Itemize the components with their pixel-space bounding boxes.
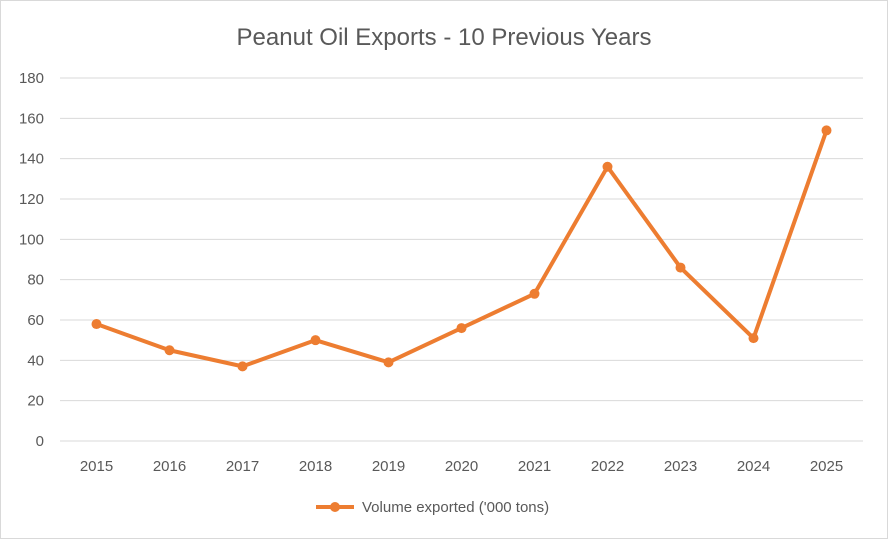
y-tick-label: 0	[36, 433, 44, 450]
chart-title: Peanut Oil Exports - 10 Previous Years	[237, 24, 652, 51]
x-tick-label: 2022	[591, 458, 624, 475]
y-tick-label: 180	[19, 70, 44, 87]
data-point	[821, 125, 832, 136]
series-layer	[91, 125, 832, 372]
legend-label: Volume exported ('000 tons)	[362, 499, 549, 516]
legend: Volume exported ('000 tons)	[316, 499, 549, 516]
y-tick-label: 100	[19, 231, 44, 248]
x-tick-label: 2019	[372, 458, 405, 475]
x-tick-label: 2023	[664, 458, 697, 475]
data-point	[164, 345, 175, 356]
y-tick-label: 160	[19, 110, 44, 127]
data-point	[529, 288, 540, 299]
y-axis-ticks: 0 20 40 60 80 100 120 140 160 180	[19, 70, 44, 450]
y-tick-label: 40	[27, 352, 44, 369]
x-tick-label: 2021	[518, 458, 551, 475]
data-point	[237, 361, 248, 372]
data-point	[383, 357, 394, 368]
gridlines	[60, 77, 863, 442]
x-tick-label: 2017	[226, 458, 259, 475]
y-tick-label: 20	[27, 393, 44, 410]
x-tick-label: 2025	[810, 458, 843, 475]
legend-point-marker	[330, 502, 340, 512]
x-tick-label: 2018	[299, 458, 332, 475]
data-point	[310, 335, 321, 346]
data-point	[602, 161, 613, 172]
y-tick-label: 60	[27, 312, 44, 329]
x-tick-label: 2016	[153, 458, 186, 475]
data-point	[675, 262, 686, 273]
y-tick-label: 80	[27, 272, 44, 289]
data-point	[91, 319, 102, 330]
x-tick-label: 2024	[737, 458, 770, 475]
data-point	[748, 333, 759, 344]
x-tick-label: 2015	[80, 458, 113, 475]
y-tick-label: 140	[19, 151, 44, 168]
y-tick-label: 120	[19, 191, 44, 208]
data-point	[456, 323, 467, 334]
x-tick-label: 2020	[445, 458, 478, 475]
x-axis-ticks: 2015 2016 2017 2018 2019 2020 2021 2022 2023 2024…	[80, 458, 843, 475]
